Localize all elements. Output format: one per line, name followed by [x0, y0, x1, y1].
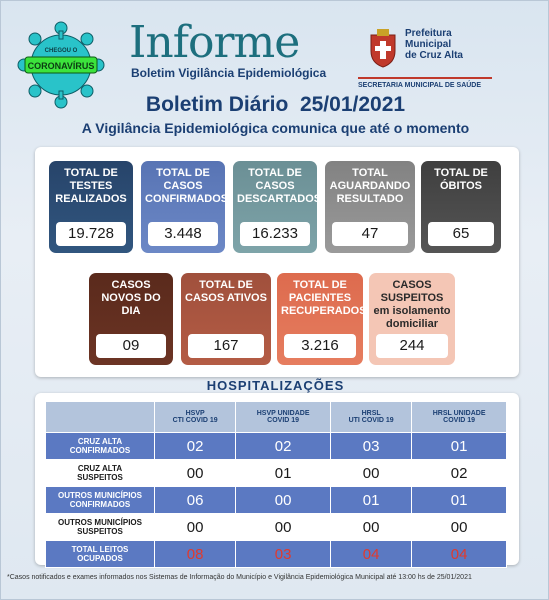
- table-cell: 00: [153, 513, 237, 541]
- informe-title: Informe: [129, 17, 300, 68]
- badge-top-text: CHEGOU O: [45, 48, 78, 54]
- stat-value: 16.233: [240, 222, 310, 246]
- table-row: CRUZ ALTA CONFIRMADOS 02 02 03 01: [45, 432, 507, 460]
- stat-label: TOTAL DE CASOS CONFIRMADOS: [145, 167, 229, 205]
- secretaria-label: SECRETARIA MUNICIPAL DE SAÚDE: [358, 82, 482, 89]
- prefeitura-name: Prefeitura Municipal de Cruz Alta: [405, 28, 463, 61]
- row-label: CRUZ ALTA SUSPEITOS: [45, 459, 155, 487]
- stat-value: 3.448: [148, 222, 218, 246]
- boletim-heading: Boletim Diário 25/01/2021: [1, 93, 549, 117]
- row-label: OUTROS MUNICÍPIOS CONFIRMADOS: [45, 486, 155, 514]
- stat-label: TOTAL DE PACIENTES RECUPERADOS: [281, 279, 367, 317]
- table-row-total: TOTAL LEITOS OCUPADOS 08 03 04 04: [45, 540, 507, 568]
- column-header: HRSL UTI COVID 19: [329, 401, 413, 433]
- stat-value: 19.728: [56, 222, 126, 246]
- table-corner-cell: [45, 401, 155, 433]
- table-row: OUTROS MUNICÍPIOS CONFIRMADOS 06 00 01 01: [45, 486, 507, 514]
- stat-card-confirmados: TOTAL DE CASOS CONFIRMADOS 3.448: [141, 161, 229, 253]
- intro-text: A Vigilância Epidemiológica comunica que…: [81, 120, 470, 136]
- pref-line-1: Prefeitura: [405, 28, 452, 39]
- column-header: HRSL UNIDADE COVID 19: [411, 401, 507, 433]
- row-label: OUTROS MUNICÍPIOS SUSPEITOS: [45, 513, 155, 541]
- city-crest-icon: [370, 29, 396, 68]
- stat-card-novos: CASOS NOVOS DO DIA 09: [89, 273, 173, 365]
- table-cell: 02: [411, 459, 507, 487]
- stat-card-testes: TOTAL DE TESTES REALIZADOS 19.728: [49, 161, 133, 253]
- table-cell: 01: [235, 459, 331, 487]
- stat-value: 3.216: [284, 334, 356, 358]
- table-row: OUTROS MUNICÍPIOS SUSPEITOS 00 00 00 00: [45, 513, 507, 541]
- table-cell: 01: [329, 486, 413, 514]
- table-cell: 03: [329, 432, 413, 460]
- table-cell: 00: [235, 486, 331, 514]
- table-cell: 00: [235, 513, 331, 541]
- table-cell: 00: [411, 513, 507, 541]
- stat-label: TOTAL AGUARDANDO RESULTADO: [329, 167, 411, 205]
- pref-line-2: Municipal: [405, 39, 452, 50]
- stat-value: 244: [376, 334, 448, 358]
- stat-label: CASOS NOVOS DO DIA: [101, 279, 161, 317]
- table-cell: 02: [153, 432, 237, 460]
- coronavirus-badge-icon: CHEGOU O CORONAVÍRUS: [17, 21, 105, 109]
- stat-label: CASOS SUSPEITOS em isolamento domiciliar: [373, 279, 451, 330]
- table-cell: 02: [235, 432, 331, 460]
- footnote: *Casos notificados e exames informados n…: [7, 574, 472, 581]
- table-cell: 00: [153, 459, 237, 487]
- stat-label: TOTAL DE ÓBITOS: [434, 167, 488, 192]
- hospital-table: HSVP CTI COVID 19 HSVP UNIDADE COVID 19 HR…: [45, 401, 507, 568]
- stat-value: 65: [428, 222, 494, 246]
- table-cell: 01: [411, 432, 507, 460]
- stat-label: TOTAL DE TESTES REALIZADOS: [55, 167, 127, 205]
- table-cell: 00: [329, 513, 413, 541]
- stat-label: TOTAL DE CASOS DESCARTADOS: [237, 167, 322, 205]
- boletim-title: Boletim Diário: [145, 93, 289, 116]
- stat-card-descartados: TOTAL DE CASOS DESCARTADOS 16.233: [233, 161, 322, 253]
- table-cell: 04: [411, 540, 507, 568]
- table-cell: 01: [411, 486, 507, 514]
- table-cell: 08: [153, 540, 237, 568]
- stat-value: 167: [188, 334, 264, 358]
- row-label: CRUZ ALTA CONFIRMADOS: [45, 432, 155, 460]
- table-header-row: HSVP CTI COVID 19 HSVP UNIDADE COVID 19 HR…: [45, 401, 507, 433]
- boletim-date: 25/01/2021: [299, 93, 406, 116]
- table-cell: 00: [329, 459, 413, 487]
- stat-value: 47: [332, 222, 408, 246]
- row-label: TOTAL LEITOS OCUPADOS: [45, 540, 155, 568]
- table-row: CRUZ ALTA SUSPEITOS 00 01 00 02: [45, 459, 507, 487]
- secretaria-divider: [358, 77, 492, 79]
- pref-line-3: de Cruz Alta: [405, 50, 463, 61]
- stat-value: 09: [96, 334, 166, 358]
- stat-label: TOTAL DE CASOS ATIVOS: [185, 279, 267, 304]
- stat-card-obitos: TOTAL DE ÓBITOS 65: [421, 161, 501, 253]
- stat-card-recuperados: TOTAL DE PACIENTES RECUPERADOS 3.216: [277, 273, 367, 365]
- table-cell: 03: [235, 540, 331, 568]
- badge-main-text: CORONAVÍRUS: [28, 61, 95, 71]
- table-cell: 06: [153, 486, 237, 514]
- stat-card-ativos: TOTAL DE CASOS ATIVOS 167: [181, 273, 271, 365]
- hospitalizacoes-title: HOSPITALIZAÇÕES: [206, 378, 345, 393]
- table-cell: 04: [329, 540, 413, 568]
- informe-subtitle: Boletim Vigilância Epidemiológica: [131, 66, 327, 80]
- column-header: HSVP CTI COVID 19: [153, 401, 237, 433]
- stat-card-suspeitos: CASOS SUSPEITOS em isolamento domiciliar…: [369, 273, 455, 365]
- stat-card-aguardando: TOTAL AGUARDANDO RESULTADO 47: [325, 161, 415, 253]
- column-header: HSVP UNIDADE COVID 19: [235, 401, 331, 433]
